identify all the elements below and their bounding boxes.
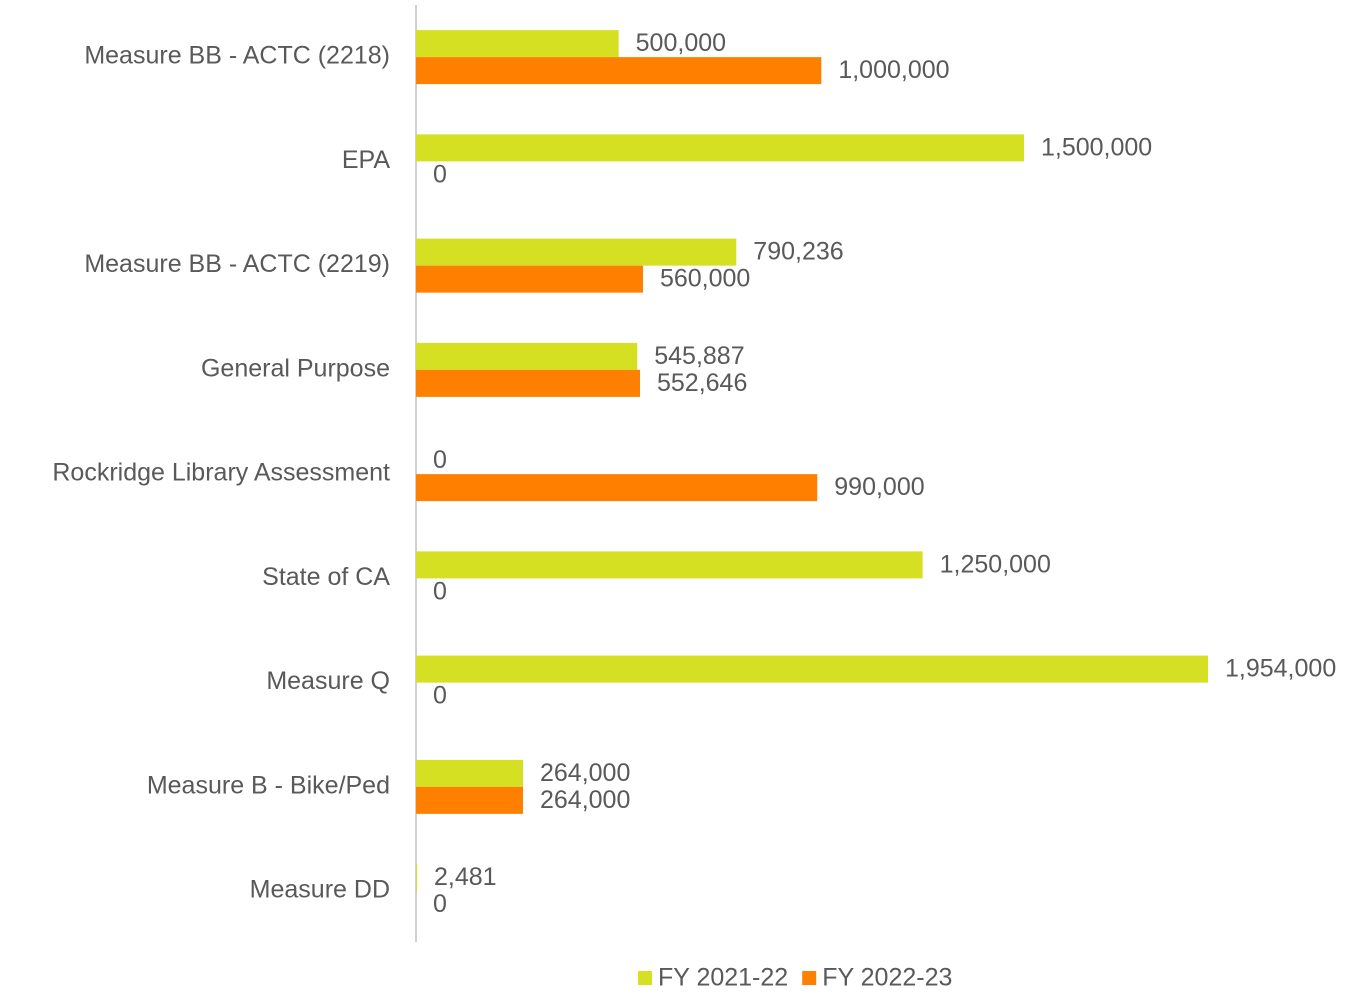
data-label: 264,000	[540, 786, 630, 814]
legend-label: FY 2022-23	[822, 964, 952, 992]
bar	[416, 655, 1208, 683]
legend-swatch	[638, 971, 652, 985]
data-label: 1,500,000	[1041, 133, 1152, 161]
bar	[416, 342, 638, 370]
bar	[416, 551, 923, 579]
bar	[416, 369, 640, 397]
bar	[416, 134, 1024, 162]
data-label: 990,000	[834, 473, 924, 501]
y-tick-label: Measure B - Bike/Ped	[147, 771, 390, 799]
data-label: 2,481	[434, 863, 497, 891]
data-label: 0	[433, 890, 447, 918]
bar	[416, 786, 524, 814]
legend-label: FY 2021-22	[658, 964, 788, 992]
data-label: 790,236	[753, 238, 843, 266]
data-label: 1,000,000	[838, 56, 949, 84]
bar	[416, 57, 822, 85]
bar	[416, 864, 418, 892]
y-tick-label: Measure BB - ACTC (2218)	[84, 42, 390, 70]
y-tick-label: EPA	[342, 146, 390, 174]
data-label: 264,000	[540, 759, 630, 787]
legend-swatch	[802, 971, 817, 985]
y-tick-label: State of CA	[262, 563, 390, 591]
bar	[416, 474, 818, 502]
data-label: 0	[433, 577, 447, 605]
bar	[416, 30, 619, 58]
bar	[416, 238, 737, 266]
data-label: 0	[433, 446, 447, 474]
y-tick-label: Measure BB - ACTC (2219)	[84, 250, 390, 278]
bar	[416, 759, 524, 787]
data-label: 545,887	[654, 342, 744, 370]
y-tick-label: Measure Q	[266, 667, 390, 695]
bar	[416, 265, 643, 293]
y-tick-label: General Purpose	[201, 354, 390, 382]
data-label: 0	[433, 682, 447, 710]
y-tick-label: Rockridge Library Assessment	[52, 459, 390, 487]
data-label: 1,954,000	[1225, 655, 1336, 683]
data-label: 552,646	[657, 369, 747, 397]
data-label: 560,000	[660, 265, 750, 293]
data-label: 0	[433, 160, 447, 188]
data-label: 500,000	[636, 29, 726, 57]
y-tick-label: Measure DD	[250, 876, 390, 904]
data-label: 1,250,000	[940, 550, 1051, 578]
